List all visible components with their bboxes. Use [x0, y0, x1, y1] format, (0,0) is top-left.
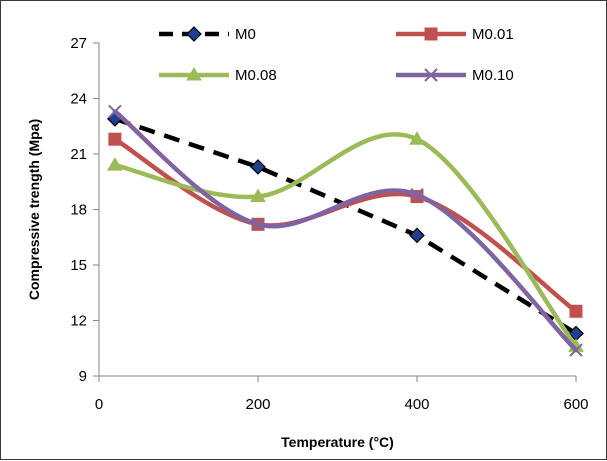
y-tick-label: 9: [79, 368, 87, 385]
data-point-m0-08: [250, 188, 266, 203]
series-line-m0-08: [112, 132, 579, 349]
legend-label-m0-08: M0.08: [235, 67, 277, 84]
x-tick-label: 200: [245, 396, 270, 413]
data-point-m0-10: [410, 187, 424, 202]
legend: M0 M0.01 M0.08 M0.10: [159, 26, 514, 84]
legend-marker-m0: [186, 26, 202, 42]
x-tick-label: 0: [95, 396, 103, 413]
y-tick-label: 12: [70, 313, 87, 330]
data-point-m0-01: [569, 304, 583, 318]
series-m0: [107, 111, 584, 342]
legend-marker-m0-01: [424, 27, 438, 41]
data-point-m0: [250, 159, 266, 175]
legend-item-m0: M0: [159, 26, 256, 43]
data-point-m0-10: [108, 104, 122, 119]
x-tick-label: 600: [563, 396, 588, 413]
x-tick-label: 400: [404, 396, 429, 413]
legend-marker-m0-10: [424, 68, 438, 82]
data-point-m0-10: [569, 343, 583, 357]
legend-label-m0-10: M0.10: [472, 67, 514, 84]
data-point-m0-10: [251, 217, 265, 232]
y-axis-title: Compressive trength (Mpa): [26, 119, 42, 300]
data-point-m0: [409, 227, 425, 244]
x-axis-title: Temperature (°C): [281, 434, 394, 450]
data-point-m0-08: [409, 131, 425, 145]
axes: [93, 42, 577, 382]
y-tick-label: 15: [70, 257, 87, 274]
y-tick-label: 21: [70, 146, 87, 163]
legend-label-m0: M0: [235, 26, 256, 43]
legend-item-m0-01: M0.01: [396, 26, 514, 43]
marker-stroke: [251, 217, 265, 232]
marker-stroke: [108, 104, 122, 119]
marker-stroke: [424, 68, 438, 82]
legend-marker-m0-08: [186, 67, 202, 81]
series-line-m0-10: [112, 109, 579, 353]
series-m0-01: [108, 132, 583, 318]
series-m0-10: [108, 104, 583, 357]
legend-item-m0-08: M0.08: [159, 67, 277, 84]
marker-stroke: [410, 187, 424, 202]
y-tick-label: 24: [70, 91, 87, 108]
data-point-m0-01: [108, 132, 122, 146]
tick-labels: 9 12 15 18 21 24 27 0 200 400 600: [70, 35, 588, 413]
legend-label-m0-01: M0.01: [472, 26, 514, 43]
series-layer: [107, 104, 584, 357]
y-tick-label: 27: [70, 35, 87, 52]
y-tick-label: 18: [70, 202, 87, 219]
marker-stroke: [569, 343, 583, 357]
series-line-m0-01: [112, 136, 579, 314]
series-m0-08: [107, 131, 584, 352]
data-point-m0-08: [107, 157, 123, 171]
legend-item-m0-10: M0.10: [396, 67, 514, 84]
series-line-m0: [114, 116, 578, 336]
